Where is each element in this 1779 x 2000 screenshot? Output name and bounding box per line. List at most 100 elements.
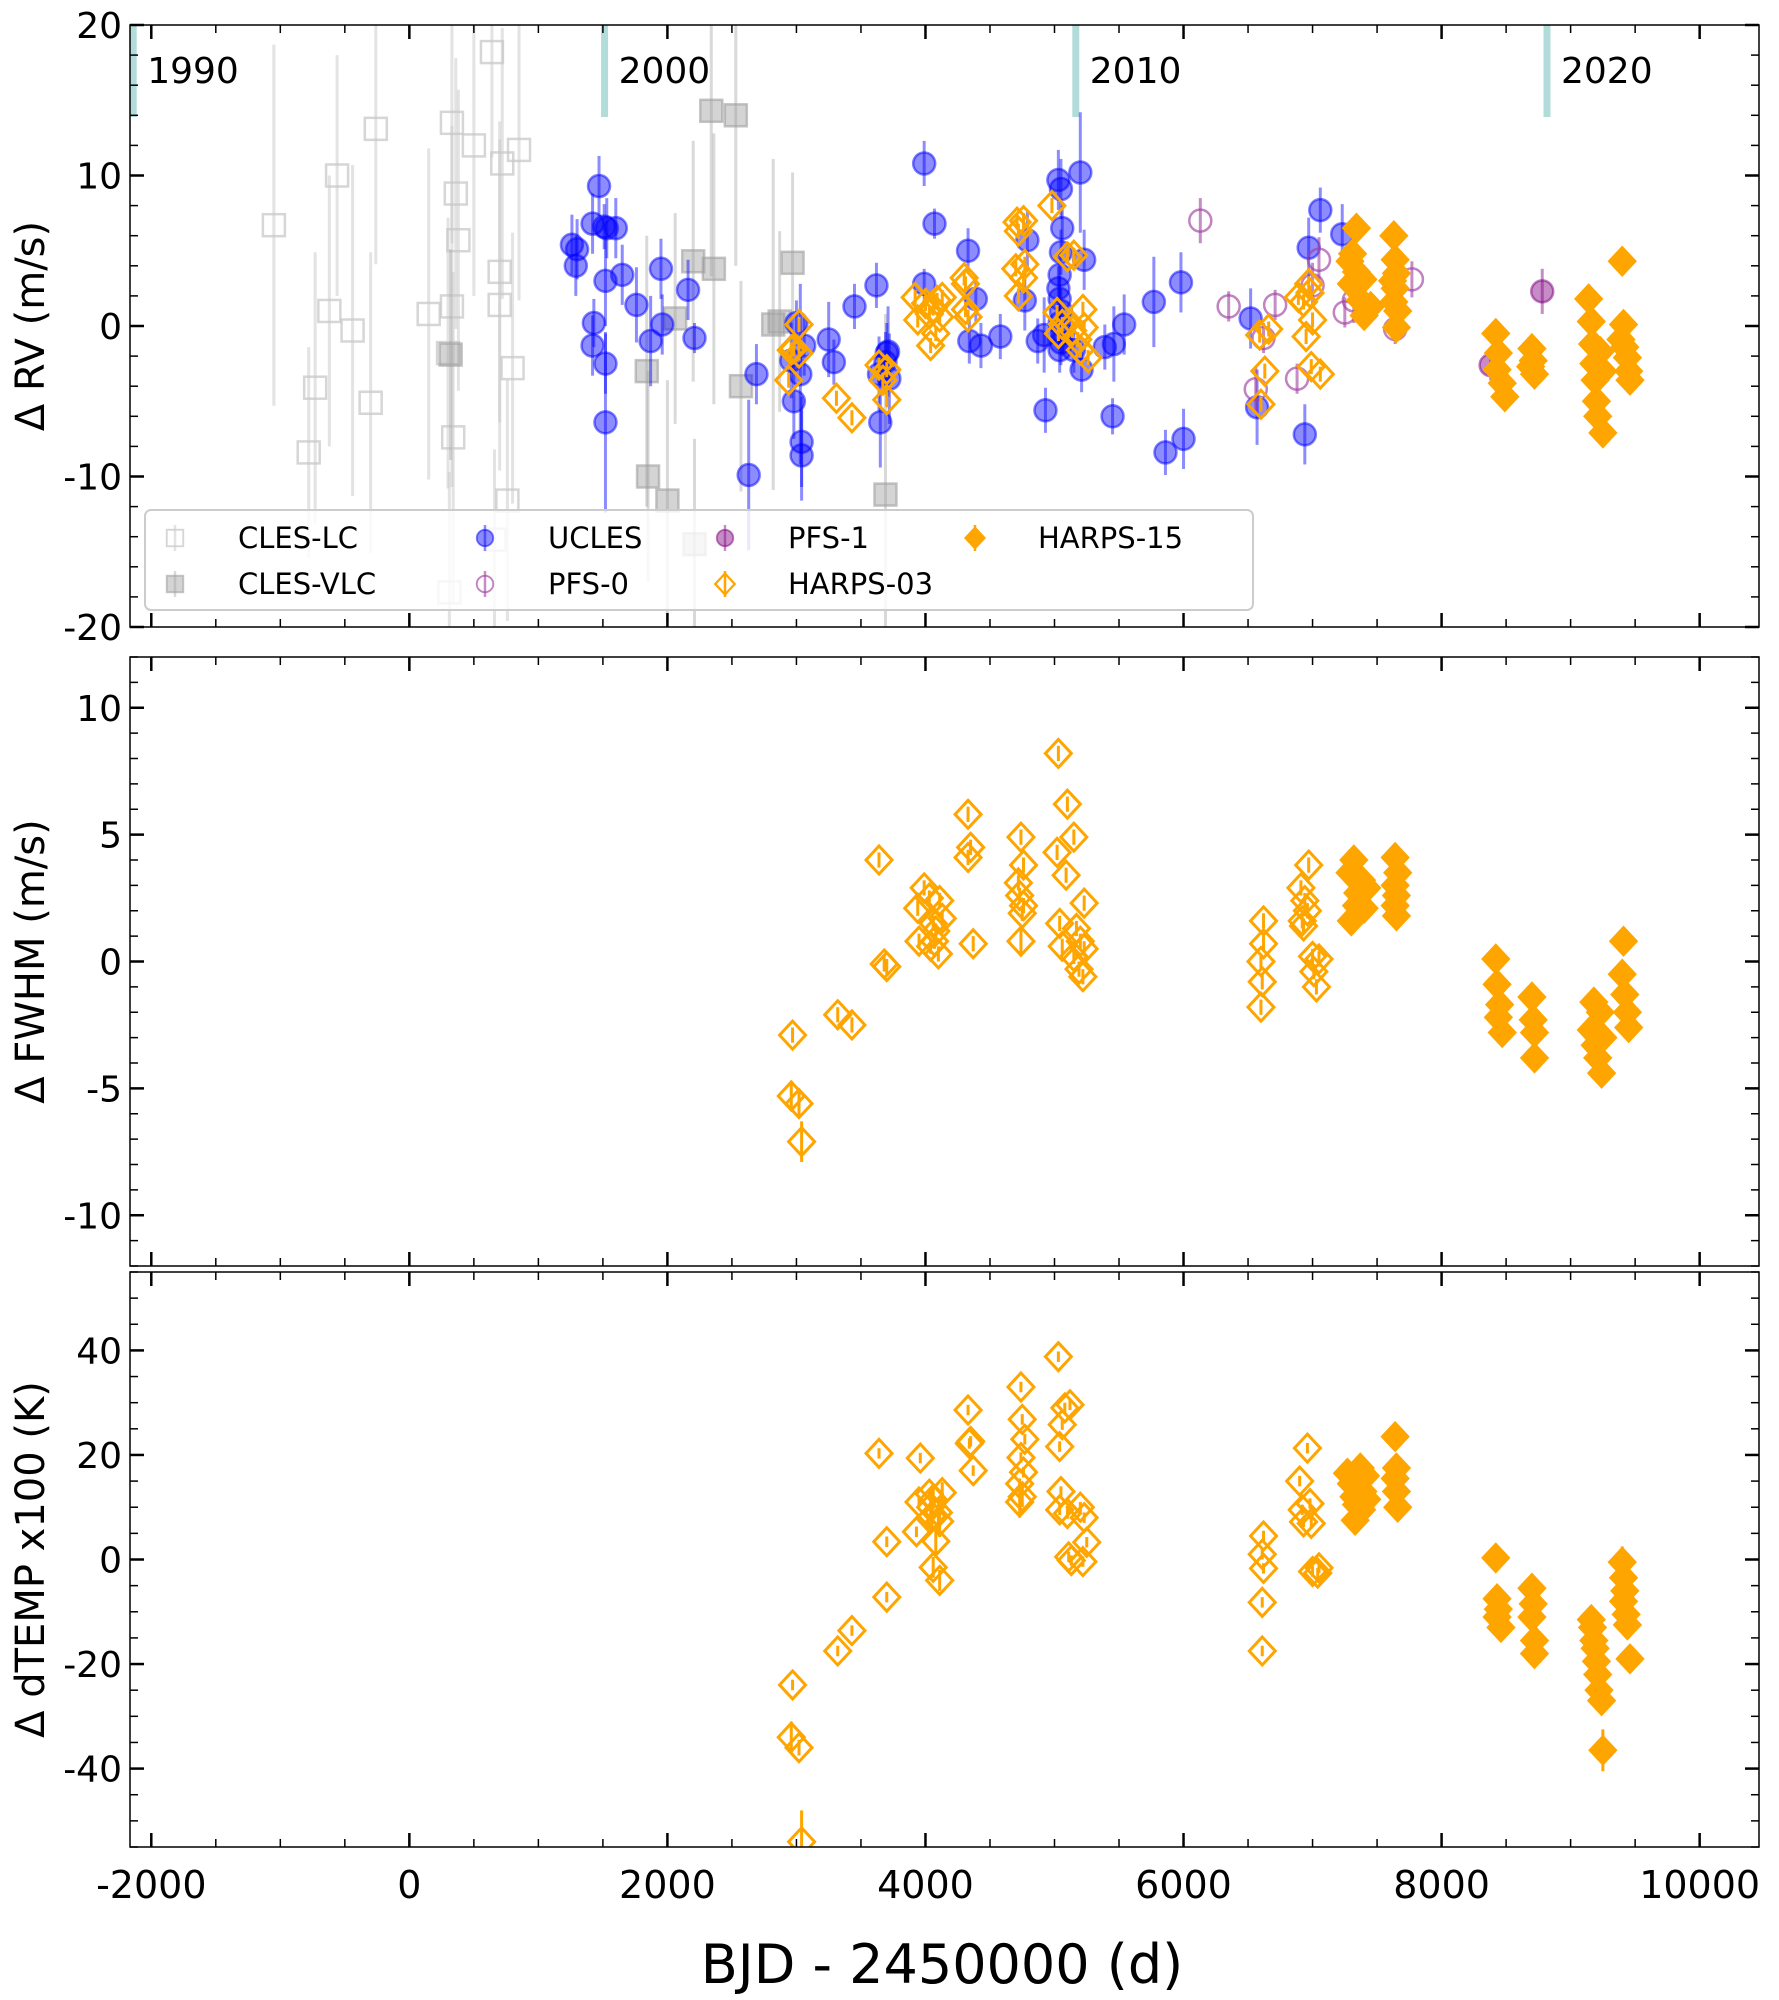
harps-03-point [1052,1497,1083,1530]
harps-03-point [1067,1545,1098,1578]
harps-03-point [1005,1370,1036,1404]
ucles-point [675,277,701,303]
harps-03-point [1297,1555,1328,1588]
harps-03-point [1292,894,1323,927]
harps-15-point [1348,263,1378,296]
harps-03-point [1065,333,1096,367]
harps-03-point [1245,990,1276,1024]
harps-15-point [1487,1016,1517,1049]
harps-03-point [1247,1634,1278,1668]
legend-label: HARPS-03 [788,567,933,601]
x-tick-label: 8000 [1393,1863,1490,1907]
ucles-point [580,333,605,358]
cles-vlc-point [723,103,749,128]
x-tick-label: 4000 [877,1863,974,1907]
harps-03-point [949,261,980,295]
cles-vlc-point [438,342,463,367]
harps-03-point [950,293,981,326]
pfs-0-point [1306,247,1332,273]
harps-03-point [915,329,946,362]
cles-vlc-point [780,250,805,276]
y-tick-label: -40 [63,1750,122,1791]
harps-03-point [1292,1431,1323,1465]
legend-entry: PFS-1 [715,521,869,555]
legend: CLES-LC CLES-VLC UCLES PFS-0 PFS-1 HARPS-03 HA… [144,509,1254,611]
harps-03-point [1005,924,1036,958]
year-marker-band [130,25,137,117]
harps-15-point [1377,265,1408,297]
x-axis-label: BJD - 2450000 (d) [701,1933,1183,1996]
pfs-0-point [1243,376,1269,402]
dtemp-y-axis-label: Δ dTEMP x100 (K) [8,1381,54,1738]
ucles-point [736,462,761,488]
cles-lc-series [261,25,532,627]
harps-15-point [1381,900,1412,932]
legend-entry: CLES-VLC [165,567,376,601]
cles-lc-point [165,528,185,548]
harps-03-point [1245,388,1276,421]
legend-entry: UCLES [475,521,642,555]
harps-03-point [924,1564,955,1597]
ucles-point [649,312,675,337]
harps-03-point [871,1580,902,1614]
harps-03-point [958,1454,989,1487]
legend-entry: CLES-LC [165,521,358,555]
ucles-point [821,349,847,375]
year-marker-label: 1990 [147,51,239,92]
cles-lc-point [296,440,321,465]
harps-03-point [1009,248,1040,281]
harps-03-point [777,1668,808,1702]
cles-vlc-point [634,358,660,384]
ucles-point [648,256,674,282]
ucles-point [988,324,1013,349]
cles-vlc-point [699,98,724,124]
year-marker-band [601,25,609,117]
cles-lc-point [506,137,532,163]
harps-03-point [836,1008,867,1042]
harps-15-point [1481,1542,1511,1574]
harps-03-point [1049,1391,1080,1425]
harps-03-point [1036,189,1067,222]
legend-label: HARPS-15 [1038,521,1183,555]
harps-03-point [1248,904,1279,938]
harps-03-point [871,950,902,983]
harps-15-point [1588,1734,1618,1767]
harps-03-point [1044,907,1075,940]
harps-03-point [1043,737,1074,770]
harps-03-point [1054,1388,1086,1421]
y-tick-label: 0 [99,307,122,348]
harps-03-point [1296,1507,1327,1540]
harps-03-point [783,336,815,370]
ucles-point [1033,398,1058,423]
harps-03-point [1297,303,1328,337]
harps-15-point [1381,311,1412,344]
ucles-point [586,173,612,199]
harps-03-point [822,998,853,1031]
ucles-point [957,328,982,354]
harps-15-point [963,526,987,550]
ucles-point [1292,422,1318,447]
harps-03-point [1043,1340,1074,1373]
y-tick-label: -10 [63,458,122,499]
harps-03-point [871,383,902,416]
x-tick-label: 0 [397,1863,421,1907]
harps-03-point [1247,1586,1278,1619]
harps-03-point [1056,1544,1087,1577]
harps-03-point [902,892,933,925]
harps-03-point [1003,279,1034,313]
harps-03-point [1071,1526,1102,1559]
legend-label: CLES-VLC [238,567,376,601]
ucles-point [475,528,495,548]
harps-03-point [953,798,984,831]
cles-lc-point [261,212,287,238]
harps-03-point [1293,848,1324,882]
harps-03-point [1303,1551,1335,1585]
harps-03-point [1004,1485,1035,1519]
cles-vlc-point [873,482,898,507]
harps-03-point [927,1476,958,1509]
harps-03-point [786,1125,817,1158]
dtemp-data [776,1340,1645,1847]
y-tick-label: 20 [76,6,122,47]
harps-03-point [918,1551,949,1584]
harps-15-point [1588,355,1618,387]
